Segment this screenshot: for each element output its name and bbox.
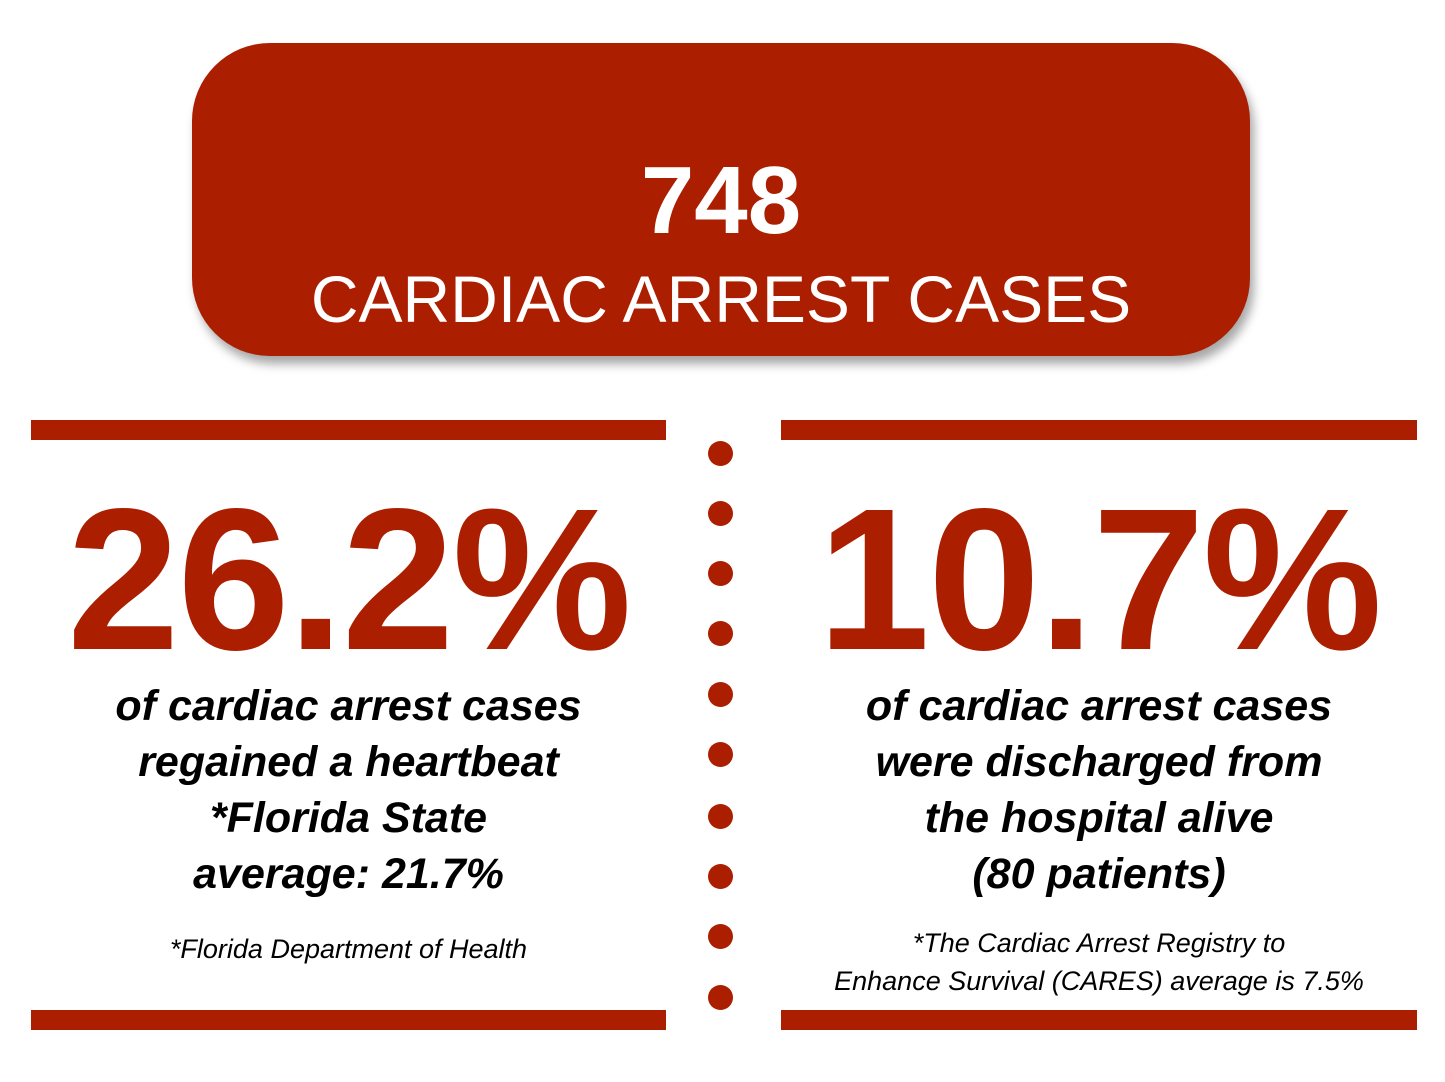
left-top-divider	[31, 420, 666, 440]
description-line: *Florida State	[209, 794, 488, 842]
right-top-divider	[781, 420, 1417, 440]
description-line: the hospital alive	[924, 794, 1274, 842]
description-line: were discharged from	[875, 738, 1323, 786]
heartbeat-regained-description: of cardiac arrest cases regained a heart…	[31, 678, 666, 902]
separator-dot	[708, 742, 733, 767]
description-line: of cardiac arrest cases	[115, 682, 582, 730]
heartbeat-regained-percent: 26.2%	[67, 466, 632, 692]
separator-dot	[708, 864, 733, 889]
separator-dot	[708, 561, 733, 586]
cares-source-note: *The Cardiac Arrest Registry to Enhance …	[781, 924, 1417, 1000]
heartbeat-source-note: *Florida Department of Health	[31, 930, 666, 968]
note-line: *Florida Department of Health	[169, 934, 528, 964]
cardiac-arrest-banner: 748 CARDIAC ARREST CASES	[192, 43, 1250, 356]
separator-dot	[708, 682, 733, 707]
separator-dot	[708, 804, 733, 829]
description-line: of cardiac arrest cases	[865, 682, 1333, 730]
discharged-alive-description: of cardiac arrest cases were discharged …	[781, 678, 1417, 902]
separator-dot	[708, 501, 733, 526]
description-line: regained a heartbeat	[138, 738, 559, 786]
separator-dot	[708, 985, 733, 1010]
total-cases-number: 748	[640, 147, 802, 254]
note-line: *The Cardiac Arrest Registry to	[912, 928, 1286, 958]
description-line: (80 patients)	[972, 850, 1226, 898]
left-stat-panel: 26.2% of cardiac arrest cases regained a…	[31, 440, 666, 1010]
note-line: Enhance Survival (CARES) average is 7.5%	[834, 966, 1364, 996]
separator-dot	[708, 924, 733, 949]
left-bottom-divider	[31, 1010, 666, 1030]
right-bottom-divider	[781, 1010, 1417, 1030]
description-line: average: 21.7%	[193, 850, 504, 898]
separator-dot	[708, 621, 733, 646]
separator-dot	[708, 441, 733, 466]
total-cases-label: CARDIAC ARREST CASES	[310, 262, 1132, 336]
discharged-alive-percent: 10.7%	[817, 466, 1383, 692]
right-stat-panel: 10.7% of cardiac arrest cases were disch…	[781, 440, 1417, 1010]
